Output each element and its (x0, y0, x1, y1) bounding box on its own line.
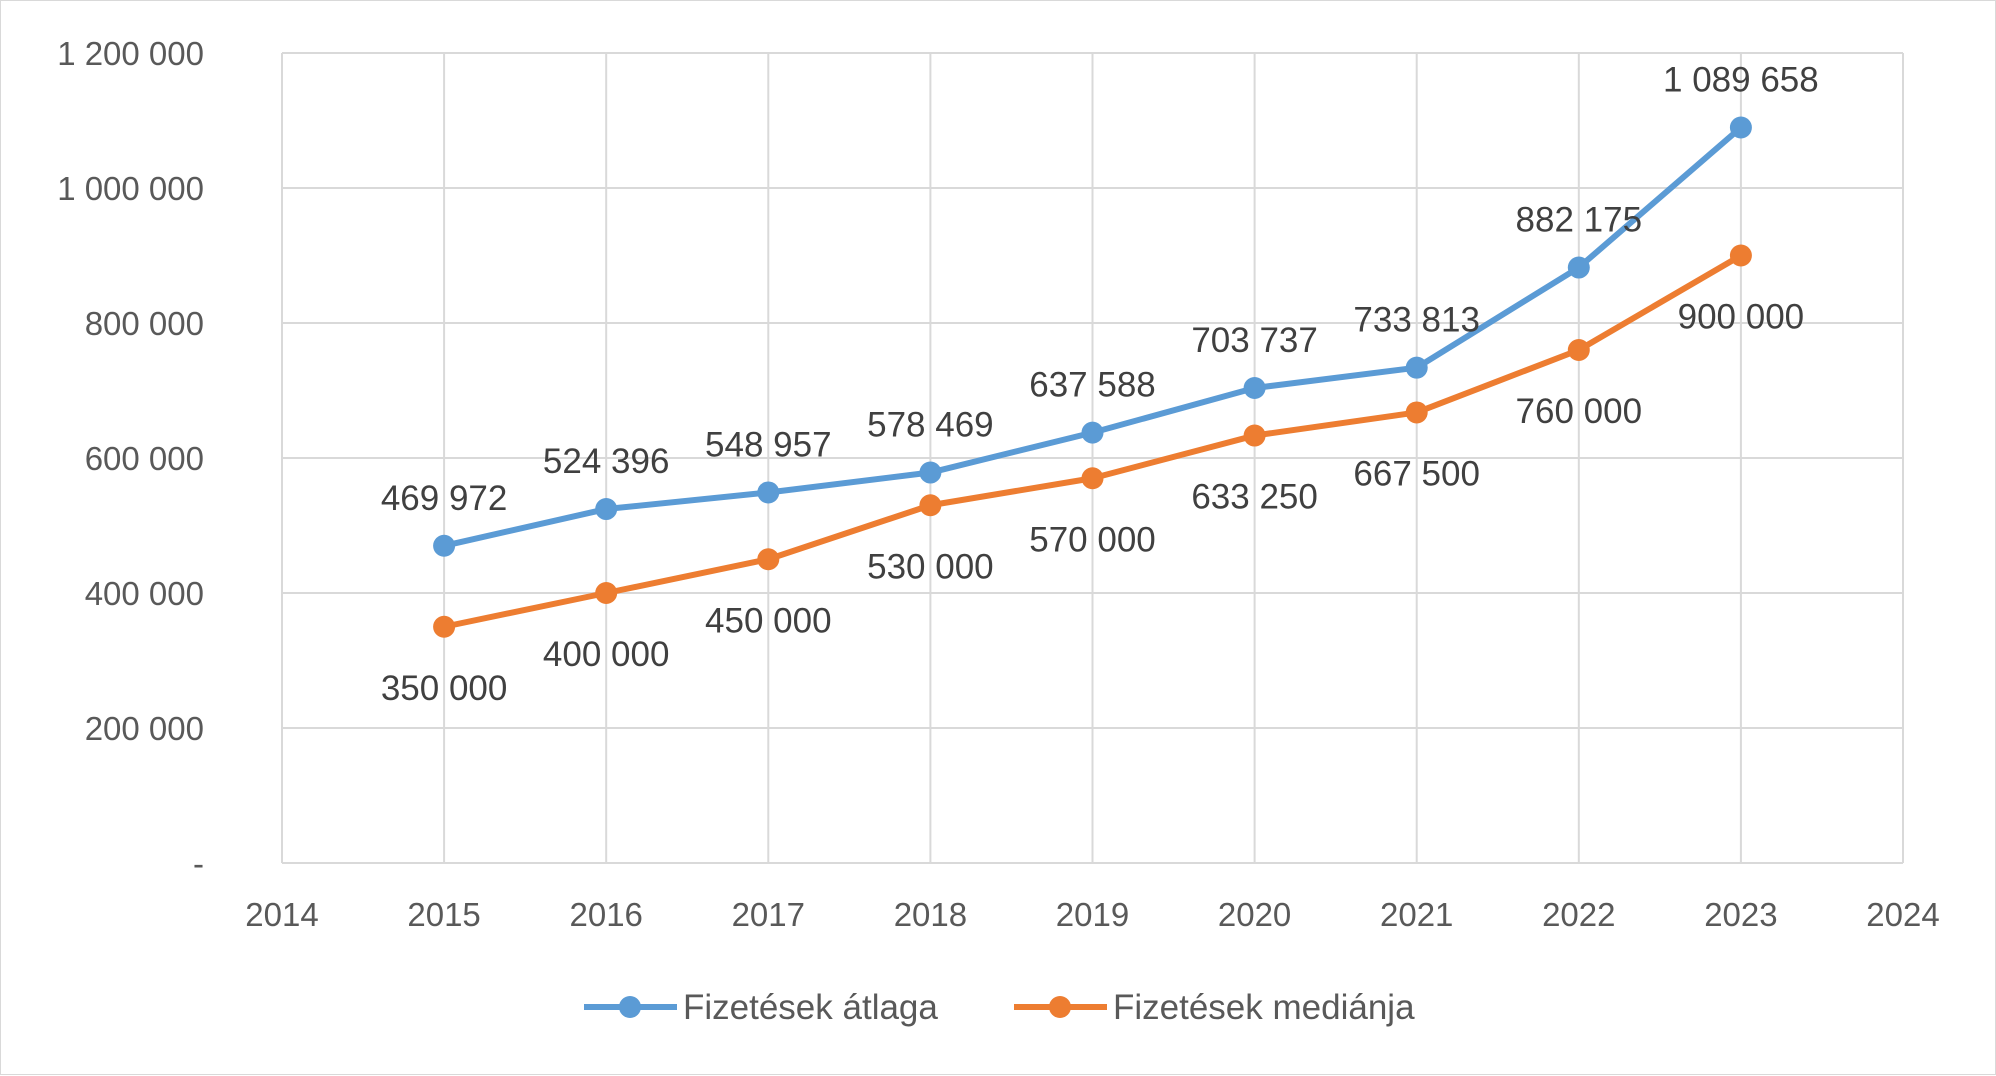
series-1-point (433, 534, 456, 557)
series-2-data-label: 400 000 (543, 635, 670, 674)
y-tick-label: 1 200 000 (57, 35, 204, 72)
series-2-data-label: 633 250 (1191, 478, 1318, 517)
y-tick-label: 200 000 (85, 710, 204, 747)
y-tick-label: - (193, 845, 204, 882)
series-2-point (595, 582, 618, 604)
series-1-point (1081, 421, 1104, 444)
series-2-data-label: 530 000 (867, 547, 994, 586)
series-1-data-label: 637 588 (1029, 366, 1156, 405)
y-tick-label: 1 000 000 (57, 170, 204, 207)
series-2-data-label: 667 500 (1353, 454, 1480, 493)
x-tick-label: 2016 (569, 896, 642, 933)
axis-labels: - 200 000 400 000 600 000 800 000 1 000 000 1 … (57, 35, 1940, 933)
x-tick-label: 2020 (1218, 896, 1291, 933)
x-tick-label: 2018 (894, 896, 967, 933)
series-1-data-label: 882 175 (1516, 201, 1643, 240)
legend-marker-2 (1049, 996, 1071, 1018)
x-tick-label: 2022 (1542, 896, 1615, 933)
series-2-point (1405, 401, 1428, 424)
series-2-data-label: 570 000 (1029, 520, 1156, 559)
series-2-point (1081, 467, 1104, 490)
series-1-data-label: 524 396 (543, 442, 670, 481)
x-tick-label: 2024 (1866, 896, 1939, 933)
x-tick-label: 2017 (732, 896, 805, 933)
legend-marker-1 (619, 996, 641, 1018)
series-1-point (595, 498, 618, 521)
series-2-point (1729, 244, 1752, 267)
series-2-data-label: 450 000 (705, 601, 832, 640)
series-1-point (1405, 356, 1428, 379)
x-tick-label: 2019 (1056, 896, 1129, 933)
series-2-point (1567, 339, 1590, 361)
series-1-data-label: 733 813 (1353, 301, 1480, 340)
series-2-point (919, 494, 942, 517)
series-lines (433, 116, 1752, 638)
series-1-data-label: 703 737 (1191, 321, 1318, 360)
x-tick-label: 2014 (245, 896, 318, 933)
series-1-data-label: 469 972 (381, 479, 508, 518)
legend: Fizetések átlaga Fizetések mediánja (584, 988, 1415, 1027)
x-tick-label: 2015 (407, 896, 480, 933)
y-tick-label: 800 000 (85, 305, 204, 342)
data-labels: 469 972 524 396 548 957 578 469 637 588 703 7… (381, 60, 1819, 707)
series-2-data-label: 760 000 (1516, 392, 1643, 431)
x-tick-label: 2023 (1704, 896, 1777, 933)
series-1-data-label: 578 469 (867, 406, 994, 445)
y-tick-label: 400 000 (85, 575, 204, 612)
series-2-point (433, 615, 456, 638)
legend-label-1: Fizetések átlaga (683, 988, 938, 1027)
series-1-point (1243, 376, 1266, 399)
series-1-point (1567, 256, 1590, 279)
y-tick-label: 600 000 (85, 440, 204, 477)
series-2-data-label: 350 000 (381, 669, 508, 708)
series-1-point (919, 461, 942, 484)
gridlines (281, 52, 1904, 864)
series-1-data-label: 548 957 (705, 425, 832, 464)
series-2-point (757, 548, 780, 571)
series-1-data-label: 1 089 658 (1663, 60, 1819, 99)
series-1-point (757, 481, 780, 504)
series-2-data-label: 900 000 (1678, 298, 1805, 337)
series-1-point (1729, 116, 1752, 139)
series-2-point (1243, 424, 1266, 447)
legend-label-2: Fizetések mediánja (1113, 988, 1415, 1027)
x-tick-label: 2021 (1380, 896, 1453, 933)
